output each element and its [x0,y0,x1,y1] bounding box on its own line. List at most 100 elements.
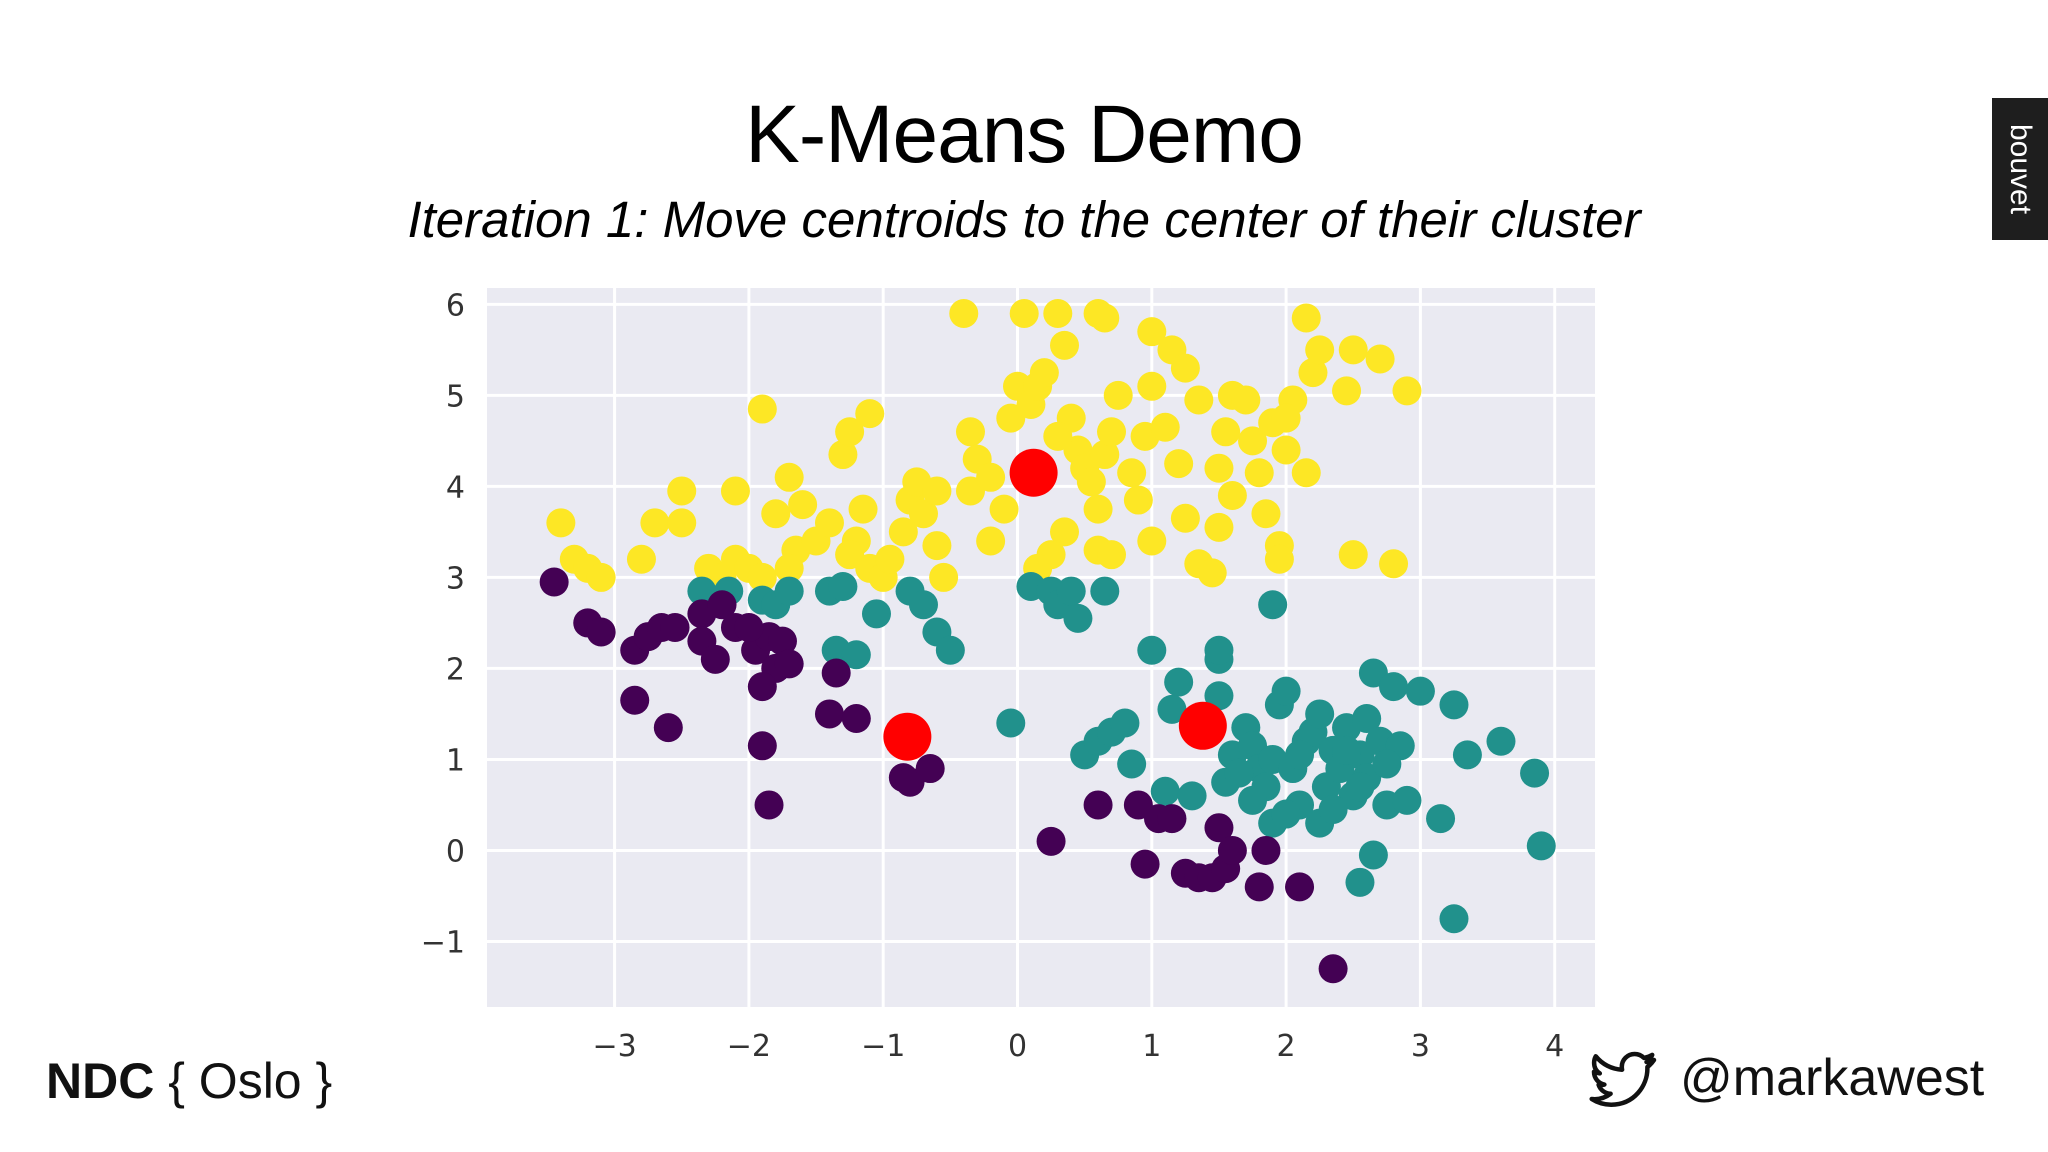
y-tick-label: −1 [421,925,465,960]
data-point [1177,781,1207,811]
data-point [774,649,804,679]
data-point [841,640,871,670]
data-point [1063,603,1093,633]
data-point [700,644,730,674]
data-point [1251,499,1281,529]
data-point [653,713,683,743]
data-point [955,417,985,447]
centroid-point [1178,701,1227,750]
data-point [1217,835,1247,865]
data-point [1097,540,1127,570]
data-point [1392,785,1422,815]
data-point [667,476,697,506]
data-point [1137,635,1167,665]
data-point [989,494,1019,524]
data-point [841,703,871,733]
y-tick-label: 3 [446,561,465,596]
data-point [1244,458,1274,488]
data-point [1217,481,1247,511]
data-point [1285,872,1315,902]
data-point [814,699,844,729]
data-point [1137,371,1167,401]
data-point [1117,749,1147,779]
data-point [1043,421,1073,451]
data-point [667,508,697,538]
data-point [1083,494,1113,524]
data-point [848,494,878,524]
data-point [828,572,858,602]
data-point [1110,708,1140,738]
data-point [620,685,650,715]
data-point [1318,795,1348,825]
data-point [546,508,576,538]
data-point [747,562,777,592]
data-point [1379,672,1409,702]
data-point [1090,576,1120,606]
data-point [774,576,804,606]
data-point [908,590,938,620]
data-point [1103,380,1133,410]
data-point [1439,690,1469,720]
data-point [707,590,737,620]
data-point [1271,676,1301,706]
data-point [1332,376,1362,406]
data-point [1157,804,1187,834]
data-point [835,417,865,447]
data-point [1379,549,1409,579]
data-point [976,526,1006,556]
data-point [996,708,1026,738]
y-tick-label: 6 [446,288,465,323]
data-point [1224,758,1254,788]
data-point [1271,403,1301,433]
data-point [734,612,764,642]
data-point [855,399,885,429]
data-point [908,499,938,529]
data-point [1298,358,1328,388]
data-point [1204,512,1234,542]
y-tick-label: 2 [446,652,465,687]
data-point [788,490,818,520]
data-point [949,298,979,328]
brand-logo-tab: bouvet [1992,98,2048,240]
data-point [1338,540,1368,570]
data-point [1271,435,1301,465]
y-tick-label: 5 [446,379,465,414]
centroid-point [883,712,932,761]
data-point [1352,703,1382,733]
conference-logo-rest: { Oslo } [154,1053,333,1109]
data-point [1184,385,1214,415]
data-point [1036,826,1066,856]
data-point [1157,694,1187,724]
slide-subtitle: Iteration 1: Move centroids to the cente… [407,191,1641,248]
data-point [747,394,777,424]
data-point [767,626,797,656]
data-point [935,635,965,665]
data-point [875,544,905,574]
x-tick-label: 4 [1545,1029,1564,1064]
data-point [1238,426,1268,456]
data-point [821,658,851,688]
bird-icon [1589,1051,1657,1107]
x-tick-label: −2 [727,1029,771,1064]
data-point [761,499,791,529]
data-point [1365,344,1395,374]
data-point [1520,758,1550,788]
data-point [754,790,784,820]
data-point [1439,904,1469,934]
data-point [640,508,670,538]
y-tick-label: 1 [446,743,465,778]
data-point [1291,458,1321,488]
twitter-handle: @markawest [1680,1049,1985,1107]
x-tick-label: 2 [1277,1029,1296,1064]
x-tick-label: −1 [861,1029,905,1064]
data-point [1305,335,1335,365]
data-point [1486,726,1516,756]
data-point [915,754,945,784]
data-point [922,476,952,506]
data-point [1050,517,1080,547]
data-point [539,567,569,597]
conference-logo-bold: NDC [46,1053,155,1109]
data-point [1271,799,1301,829]
twitter-handle-block: @markawest [1586,1042,1984,1114]
data-point [1123,485,1153,515]
